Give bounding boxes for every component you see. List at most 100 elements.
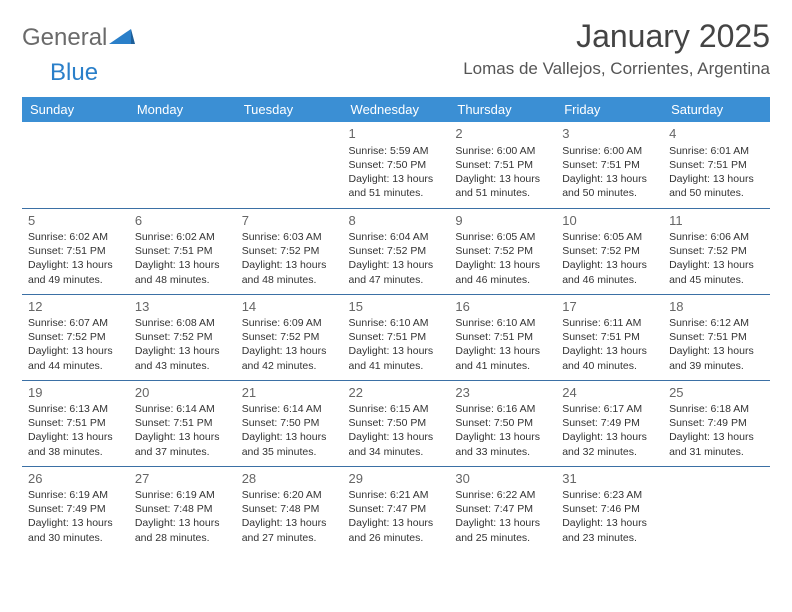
weekday-header: Friday [556,97,663,122]
sunrise-text: Sunrise: 6:11 AM [562,316,657,330]
day-number: 28 [242,470,337,488]
brand-part2: Blue [50,59,98,87]
calendar-day-cell: 19Sunrise: 6:13 AMSunset: 7:51 PMDayligh… [22,380,129,466]
sunrise-text: Sunrise: 6:23 AM [562,488,657,502]
sunset-text: Sunset: 7:51 PM [562,330,657,344]
daylight-text: Daylight: 13 hours and 42 minutes. [242,344,337,372]
day-number: 17 [562,298,657,316]
daylight-text: Daylight: 13 hours and 51 minutes. [349,172,444,200]
daylight-text: Daylight: 13 hours and 39 minutes. [669,344,764,372]
month-title: January 2025 [463,18,770,55]
day-number: 5 [28,212,123,230]
daylight-text: Daylight: 13 hours and 47 minutes. [349,258,444,286]
day-number: 8 [349,212,444,230]
sunset-text: Sunset: 7:51 PM [669,330,764,344]
weekday-header: Sunday [22,97,129,122]
sunset-text: Sunset: 7:51 PM [455,330,550,344]
sunset-text: Sunset: 7:47 PM [349,502,444,516]
daylight-text: Daylight: 13 hours and 44 minutes. [28,344,123,372]
sunset-text: Sunset: 7:52 PM [242,244,337,258]
calendar-day-cell: 20Sunrise: 6:14 AMSunset: 7:51 PMDayligh… [129,380,236,466]
sunset-text: Sunset: 7:48 PM [242,502,337,516]
daylight-text: Daylight: 13 hours and 43 minutes. [135,344,230,372]
brand-part1: General [22,24,107,52]
day-number: 14 [242,298,337,316]
calendar-day-cell [22,122,129,208]
day-number: 20 [135,384,230,402]
calendar-day-cell: 1Sunrise: 5:59 AMSunset: 7:50 PMDaylight… [343,122,450,208]
calendar-day-cell: 15Sunrise: 6:10 AMSunset: 7:51 PMDayligh… [343,294,450,380]
weekday-header: Tuesday [236,97,343,122]
daylight-text: Daylight: 13 hours and 23 minutes. [562,516,657,544]
sunset-text: Sunset: 7:51 PM [135,244,230,258]
daylight-text: Daylight: 13 hours and 37 minutes. [135,430,230,458]
weekday-header: Monday [129,97,236,122]
calendar-week-row: 26Sunrise: 6:19 AMSunset: 7:49 PMDayligh… [22,466,770,552]
calendar-day-cell: 16Sunrise: 6:10 AMSunset: 7:51 PMDayligh… [449,294,556,380]
daylight-text: Daylight: 13 hours and 38 minutes. [28,430,123,458]
sunrise-text: Sunrise: 6:19 AM [28,488,123,502]
sunset-text: Sunset: 7:51 PM [28,244,123,258]
weekday-header: Thursday [449,97,556,122]
sunrise-text: Sunrise: 6:03 AM [242,230,337,244]
day-number: 26 [28,470,123,488]
sunset-text: Sunset: 7:50 PM [349,416,444,430]
sunrise-text: Sunrise: 6:07 AM [28,316,123,330]
daylight-text: Daylight: 13 hours and 40 minutes. [562,344,657,372]
sunset-text: Sunset: 7:52 PM [562,244,657,258]
day-number: 24 [562,384,657,402]
sunrise-text: Sunrise: 6:02 AM [28,230,123,244]
calendar-day-cell: 30Sunrise: 6:22 AMSunset: 7:47 PMDayligh… [449,466,556,552]
daylight-text: Daylight: 13 hours and 41 minutes. [455,344,550,372]
sunrise-text: Sunrise: 6:21 AM [349,488,444,502]
day-number: 30 [455,470,550,488]
sunset-text: Sunset: 7:51 PM [135,416,230,430]
calendar-day-cell: 12Sunrise: 6:07 AMSunset: 7:52 PMDayligh… [22,294,129,380]
calendar-day-cell: 6Sunrise: 6:02 AMSunset: 7:51 PMDaylight… [129,208,236,294]
brand-logo: General [22,24,137,52]
daylight-text: Daylight: 13 hours and 48 minutes. [242,258,337,286]
calendar-week-row: 19Sunrise: 6:13 AMSunset: 7:51 PMDayligh… [22,380,770,466]
sunrise-text: Sunrise: 6:08 AM [135,316,230,330]
calendar-day-cell: 3Sunrise: 6:00 AMSunset: 7:51 PMDaylight… [556,122,663,208]
day-number: 16 [455,298,550,316]
calendar-day-cell: 4Sunrise: 6:01 AMSunset: 7:51 PMDaylight… [663,122,770,208]
day-number: 13 [135,298,230,316]
weekday-header: Wednesday [343,97,450,122]
calendar-week-row: 5Sunrise: 6:02 AMSunset: 7:51 PMDaylight… [22,208,770,294]
calendar-day-cell: 21Sunrise: 6:14 AMSunset: 7:50 PMDayligh… [236,380,343,466]
location-subtitle: Lomas de Vallejos, Corrientes, Argentina [463,59,770,79]
day-number: 29 [349,470,444,488]
daylight-text: Daylight: 13 hours and 25 minutes. [455,516,550,544]
daylight-text: Daylight: 13 hours and 27 minutes. [242,516,337,544]
daylight-text: Daylight: 13 hours and 49 minutes. [28,258,123,286]
calendar-day-cell [129,122,236,208]
sunset-text: Sunset: 7:49 PM [669,416,764,430]
sunrise-text: Sunrise: 6:10 AM [455,316,550,330]
day-number: 3 [562,125,657,143]
weekday-header: Saturday [663,97,770,122]
calendar-day-cell [236,122,343,208]
calendar-day-cell: 13Sunrise: 6:08 AMSunset: 7:52 PMDayligh… [129,294,236,380]
sunrise-text: Sunrise: 6:12 AM [669,316,764,330]
sunset-text: Sunset: 7:51 PM [349,330,444,344]
daylight-text: Daylight: 13 hours and 45 minutes. [669,258,764,286]
sunrise-text: Sunrise: 6:05 AM [455,230,550,244]
sunrise-text: Sunrise: 6:17 AM [562,402,657,416]
calendar-day-cell: 11Sunrise: 6:06 AMSunset: 7:52 PMDayligh… [663,208,770,294]
sunset-text: Sunset: 7:50 PM [455,416,550,430]
sunset-text: Sunset: 7:47 PM [455,502,550,516]
sunrise-text: Sunrise: 6:05 AM [562,230,657,244]
daylight-text: Daylight: 13 hours and 30 minutes. [28,516,123,544]
sunrise-text: Sunrise: 6:02 AM [135,230,230,244]
calendar-day-cell: 14Sunrise: 6:09 AMSunset: 7:52 PMDayligh… [236,294,343,380]
sunset-text: Sunset: 7:49 PM [562,416,657,430]
sunrise-text: Sunrise: 6:01 AM [669,144,764,158]
calendar-day-cell: 24Sunrise: 6:17 AMSunset: 7:49 PMDayligh… [556,380,663,466]
calendar-day-cell: 10Sunrise: 6:05 AMSunset: 7:52 PMDayligh… [556,208,663,294]
sunset-text: Sunset: 7:52 PM [455,244,550,258]
day-number: 2 [455,125,550,143]
day-number: 4 [669,125,764,143]
calendar-day-cell: 27Sunrise: 6:19 AMSunset: 7:48 PMDayligh… [129,466,236,552]
sunrise-text: Sunrise: 6:22 AM [455,488,550,502]
